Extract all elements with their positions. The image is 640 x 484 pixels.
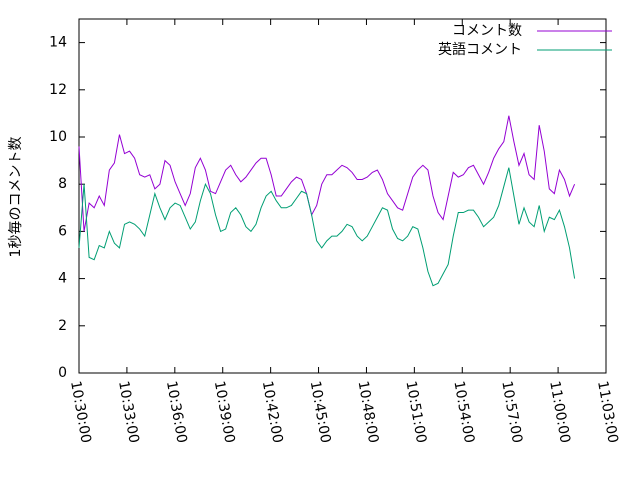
x-tick-label: 11:00:00	[546, 380, 573, 445]
x-tick-label: 10:54:00	[450, 380, 477, 445]
y-tick-label: 2	[58, 318, 67, 334]
y-tick-label: 4	[58, 271, 67, 287]
y-tick-label: 10	[49, 129, 67, 145]
x-tick-label: 10:57:00	[498, 380, 525, 445]
x-tick-label: 10:42:00	[259, 380, 286, 445]
y-tick-label: 6	[58, 223, 67, 239]
legend-label: コメント数	[452, 23, 522, 39]
legend-label: 英語コメント	[438, 41, 522, 58]
x-tick-label: 10:33:00	[115, 380, 142, 445]
x-tick-label: 10:30:00	[67, 380, 94, 445]
x-tick-label: 10:39:00	[211, 380, 238, 445]
series-line	[78, 115, 576, 232]
series-line	[78, 167, 576, 287]
x-tick-label: 10:51:00	[402, 380, 429, 445]
y-axis-label: 1秒毎のコメント数	[8, 137, 24, 258]
x-tick-label: 11:03:00	[594, 380, 621, 445]
x-tick-label: 10:45:00	[307, 380, 334, 445]
x-tick-label: 10:36:00	[163, 380, 190, 445]
plot-frame	[78, 18, 607, 374]
y-tick-label: 12	[49, 82, 67, 98]
y-tick-label: 14	[49, 35, 67, 51]
x-tick-label: 10:48:00	[355, 380, 382, 445]
y-tick-label: 0	[58, 365, 67, 381]
y-tick-label: 8	[58, 176, 67, 192]
